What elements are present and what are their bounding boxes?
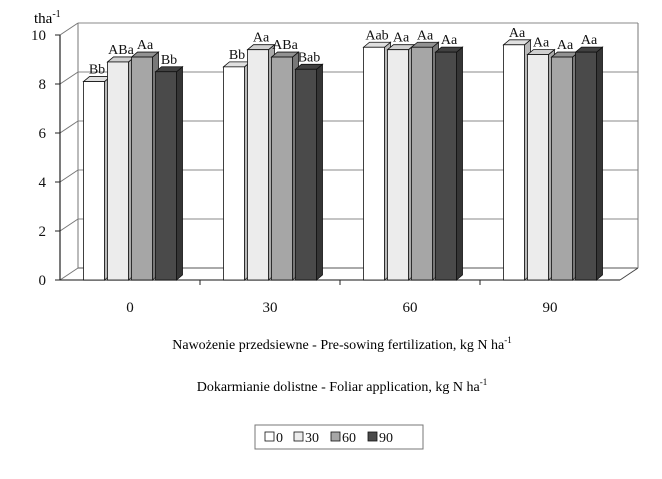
bar-90-90 (574, 46, 604, 281)
y-tick-label-0: 0 (39, 273, 47, 289)
data-label-30-90: Aa (533, 36, 550, 51)
bar-front (107, 61, 129, 281)
data-label-30-60: Aa (393, 31, 410, 46)
gridline-side-0 (59, 267, 79, 281)
bar-side (316, 63, 323, 281)
bars (82, 38, 604, 281)
gridline-side-6 (59, 120, 79, 134)
y-tick-label-2: 2 (39, 224, 47, 240)
bar-side (456, 46, 463, 281)
bar-0-60 (362, 41, 392, 281)
legend-label-90: 90 (379, 431, 393, 446)
bar-0-30 (222, 60, 252, 281)
y-axis-title-text: tha (34, 11, 53, 27)
legend: 0 30 60 90 (254, 424, 424, 450)
data-label-60-0: Aa (137, 38, 154, 53)
data-label-90-90: Aa (581, 33, 598, 48)
data-label-30-30: Aa (253, 31, 270, 46)
x-axis-title-line1-text: Nawożenie przedsiewne - Pre-sowing ferti… (172, 338, 505, 353)
bar-0-0 (82, 75, 112, 281)
bar-front (295, 68, 317, 281)
legend-label-30: 30 (305, 431, 319, 446)
bar-front (387, 49, 409, 281)
x-axis-title-line2-text: Dokarmianie dolistne - Foliar applicatio… (197, 380, 481, 395)
bar-90-0 (154, 65, 184, 281)
x-tick-label-0: 0 (126, 300, 134, 316)
y-axis-title-sup: -1 (52, 9, 60, 20)
x-axis-title-line2: Dokarmianie dolistne - Foliar applicatio… (197, 377, 488, 395)
bar-side (596, 46, 603, 281)
legend-swatch-0 (264, 431, 275, 442)
gridline-side-2 (59, 218, 79, 232)
floor-right-edge (619, 267, 639, 281)
data-label-0-30: Bb (229, 48, 245, 63)
data-label-0-0: Bb (89, 63, 105, 78)
x-tick-label-60: 60 (403, 300, 418, 316)
bar-60-90 (550, 51, 580, 281)
bar-side (176, 65, 183, 281)
data-label-0-60: Aab (365, 28, 388, 43)
bar-90-30 (294, 63, 324, 281)
bar-front (435, 51, 457, 281)
bar-front (411, 46, 433, 281)
legend-swatch-60 (330, 431, 341, 442)
data-label-90-0: Bb (161, 53, 177, 68)
legend-swatch-90 (367, 431, 378, 442)
legend-label-0: 0 (276, 431, 283, 446)
bar-60-30 (270, 51, 300, 281)
bar-front (131, 56, 153, 281)
bar-front (503, 44, 525, 281)
axes: 0 2 4 6 8 10 0 30 60 90 (31, 28, 639, 316)
y-tick-label-10: 10 (31, 28, 46, 44)
x-tick-label-30: 30 (263, 300, 278, 316)
y-axis-title: tha-1 (34, 9, 61, 27)
bar-0-90 (502, 38, 532, 281)
bar-front (527, 54, 549, 281)
bar-30-90 (526, 48, 556, 281)
y-tick-label-6: 6 (39, 126, 47, 142)
legend-swatch-30 (293, 431, 304, 442)
x-axis-title-line1-sup: -1 (504, 335, 512, 345)
data-label-60-90: Aa (557, 38, 574, 53)
x-tick-label-90: 90 (543, 300, 558, 316)
data-label-30-0: ABa (108, 43, 134, 58)
bar-front (271, 56, 293, 281)
x-axis-title-line1: Nawożenie przedsiewne - Pre-sowing ferti… (172, 335, 512, 353)
data-label-90-60: Aa (441, 33, 458, 48)
data-label-60-60: Aa (417, 28, 434, 43)
bar-30-60 (386, 43, 416, 281)
bar-front (551, 56, 573, 281)
bar-90-60 (434, 46, 464, 281)
bar-front (83, 81, 105, 281)
data-label-0-90: Aa (509, 26, 526, 41)
x-axis-title-line2-sup: -1 (480, 377, 488, 387)
gridline-side-8 (59, 71, 79, 85)
bar-front (575, 51, 597, 281)
legend-label-60: 60 (342, 431, 356, 446)
gridline-side-4 (59, 169, 79, 183)
data-label-90-30: Bab (298, 50, 321, 65)
bar-front (223, 66, 245, 281)
bar-60-0 (130, 51, 160, 281)
bar-front (363, 46, 385, 281)
y-tick-label-4: 4 (39, 175, 47, 191)
data-label-60-30: ABa (272, 38, 298, 53)
bar-front (247, 49, 269, 281)
gridline-side-10 (59, 22, 79, 36)
y-tick-label-8: 8 (39, 77, 47, 93)
bar-30-0 (106, 56, 136, 281)
bar-30-30 (246, 43, 276, 281)
bar-60-60 (410, 41, 440, 281)
bar-front (155, 71, 177, 281)
